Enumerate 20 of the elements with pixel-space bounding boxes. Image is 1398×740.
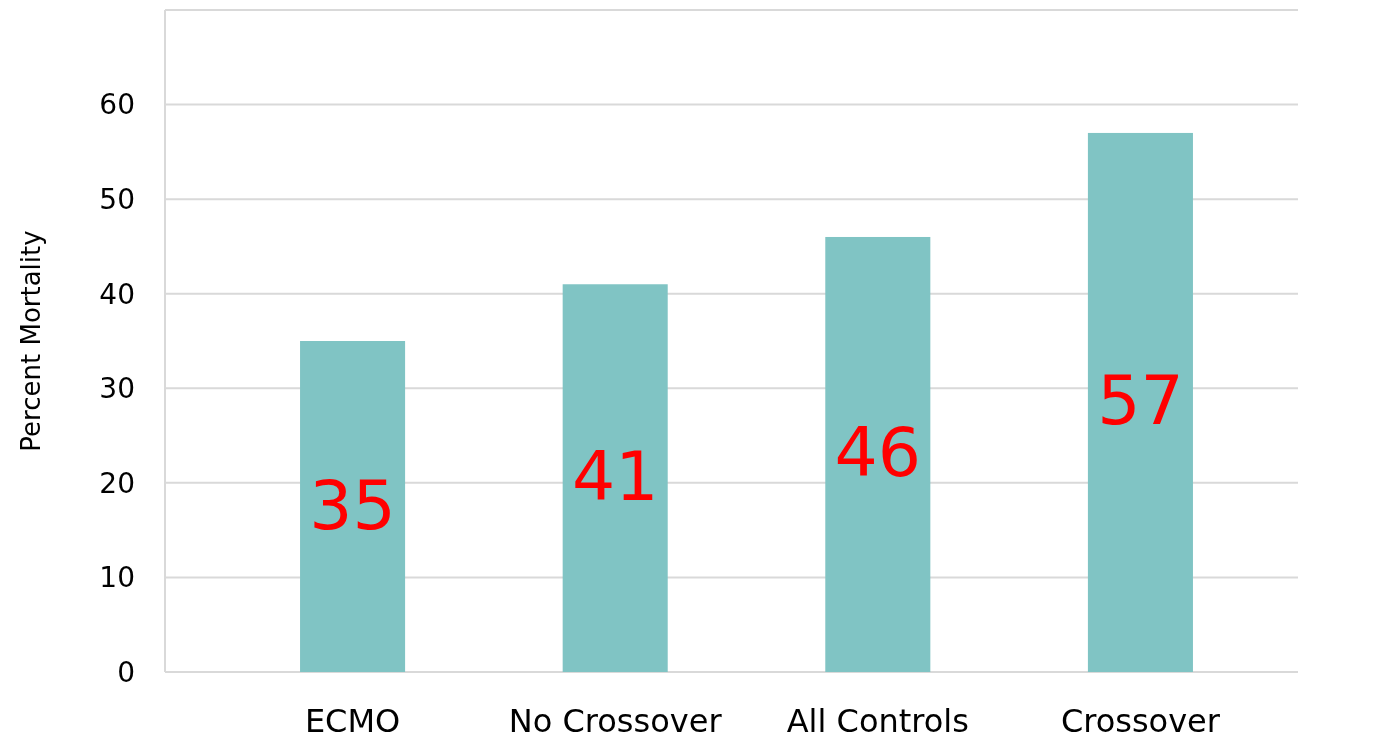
data-label: 46: [834, 413, 922, 493]
data-label: 57: [1097, 361, 1184, 441]
data-label: 41: [571, 437, 659, 517]
y-tick-label: 0: [117, 655, 135, 689]
y-axis-title: Percent Mortality: [16, 230, 46, 452]
x-tick-label: No Crossover: [508, 702, 723, 740]
y-tick-label: 40: [99, 277, 135, 311]
x-tick-label: Crossover: [1060, 702, 1221, 740]
bar: [562, 284, 668, 672]
y-tick-label: 20: [99, 466, 135, 500]
bar: [300, 341, 406, 672]
y-tick-label: 10: [99, 561, 135, 595]
y-tick-label: 50: [99, 182, 135, 216]
x-tick-label: ECMO: [304, 702, 401, 740]
bar: [825, 236, 931, 672]
bar: [1087, 132, 1193, 672]
data-label: 35: [309, 465, 396, 545]
x-tick-label: All Controls: [786, 702, 969, 740]
y-tick-label: 60: [99, 88, 135, 122]
y-tick-label: 30: [99, 372, 135, 406]
